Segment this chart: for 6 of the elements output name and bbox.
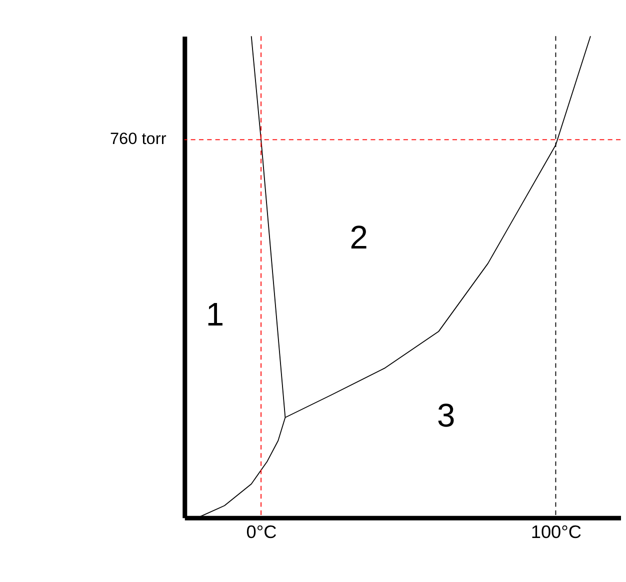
- x-tick-label: 0°C: [246, 522, 277, 542]
- x-tick-label: 100°C: [530, 522, 582, 542]
- annotation: 2: [350, 218, 368, 256]
- annotation: 3: [437, 396, 456, 434]
- annotation: 1: [206, 295, 224, 332]
- ref-line-label: 760 torr: [110, 130, 167, 148]
